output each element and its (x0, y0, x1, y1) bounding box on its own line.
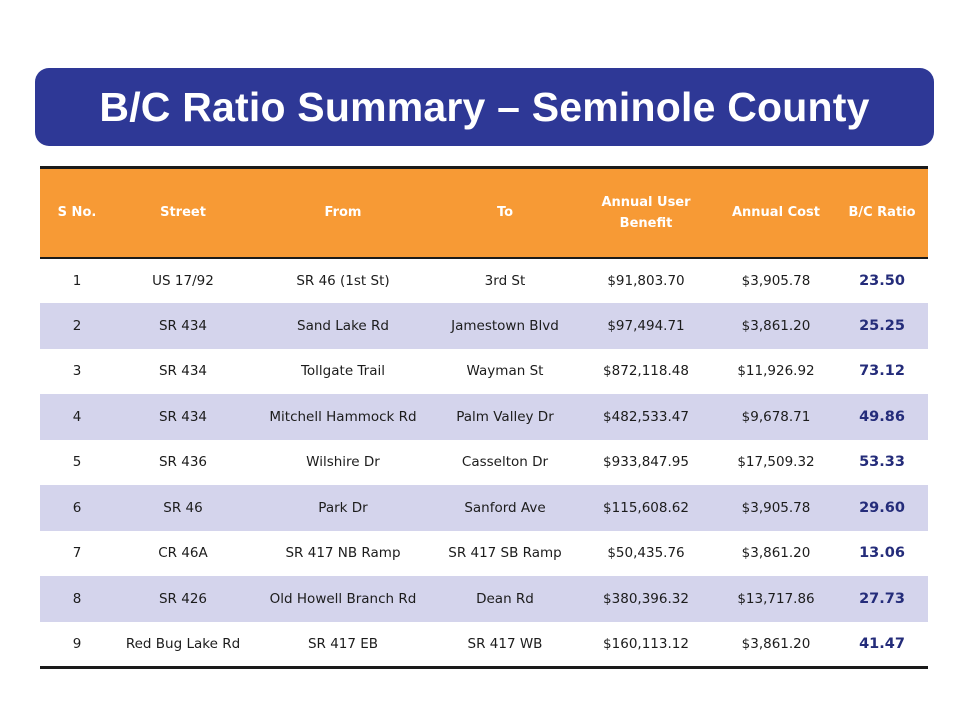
cell-to: SR 417 SB Ramp (448, 545, 562, 562)
header-annual-user-benefit: Annual User Benefit (601, 194, 691, 231)
table-row: 4 SR 434 Mitchell Hammock Rd Palm Valley… (40, 394, 928, 440)
cell-annual-cost: $17,509.32 (737, 454, 815, 471)
cell-to: Dean Rd (476, 590, 534, 607)
cell-s-no: 9 (72, 635, 82, 652)
table-row: 1 US 17/92 SR 46 (1st St) 3rd St $91,803… (40, 257, 928, 303)
cell-annual-cost: $3,905.78 (741, 272, 811, 289)
cell-street: Red Bug Lake Rd (125, 635, 241, 652)
table-header: S No. Street From To Annual User Benefit… (40, 167, 928, 258)
table-row: 3 SR 434 Tollgate Trail Wayman St $872,1… (40, 348, 928, 394)
cell-annual-user-benefit: $380,396.32 (603, 590, 689, 607)
table-row: 2 SR 434 Sand Lake Rd Jamestown Blvd $97… (40, 303, 928, 349)
cell-street: SR 46 (163, 499, 203, 516)
cell-to: SR 417 WB (467, 635, 543, 652)
cell-annual-user-benefit: $97,494.71 (607, 317, 685, 334)
cell-annual-user-benefit: $115,608.62 (603, 499, 689, 516)
cell-from: Wilshire Dr (306, 454, 380, 471)
cell-bc-ratio: 53.33 (859, 454, 905, 471)
cell-street: SR 434 (158, 317, 207, 334)
table-body: 1 US 17/92 SR 46 (1st St) 3rd St $91,803… (40, 257, 928, 667)
cell-from: SR 46 (1st St) (296, 272, 390, 289)
cell-annual-cost: $11,926.92 (737, 363, 815, 380)
header-bc-ratio: B/C Ratio (848, 205, 916, 221)
cell-to: Jamestown Blvd (451, 317, 559, 334)
cell-s-no: 1 (72, 272, 82, 289)
cell-to: Casselton Dr (461, 454, 549, 471)
cell-bc-ratio: 73.12 (859, 363, 905, 380)
title-banner: B/C Ratio Summary – Seminole County (35, 68, 934, 146)
cell-annual-user-benefit: $482,533.47 (603, 408, 689, 425)
cell-from: SR 417 NB Ramp (285, 545, 401, 562)
cell-street: US 17/92 (152, 272, 214, 289)
cell-from: SR 417 EB (307, 635, 379, 652)
cell-bc-ratio: 23.50 (859, 272, 905, 289)
cell-s-no: 4 (72, 408, 82, 425)
cell-street: SR 434 (158, 363, 207, 380)
cell-bc-ratio: 13.06 (859, 545, 905, 562)
cell-s-no: 8 (72, 590, 82, 607)
cell-s-no: 6 (72, 499, 82, 516)
cell-street: SR 426 (158, 590, 207, 607)
cell-to: Palm Valley Dr (456, 408, 554, 425)
table-row: 5 SR 436 Wilshire Dr Casselton Dr $933,8… (40, 439, 928, 485)
cell-annual-cost: $3,861.20 (741, 317, 811, 334)
table-row: 8 SR 426 Old Howell Branch Rd Dean Rd $3… (40, 576, 928, 622)
page-title: B/C Ratio Summary – Seminole County (99, 83, 870, 130)
cell-from: Park Dr (318, 499, 368, 516)
cell-from: Sand Lake Rd (297, 317, 389, 334)
bc-ratio-table: S No. Street From To Annual User Benefit… (40, 166, 928, 669)
cell-annual-user-benefit: $933,847.95 (603, 454, 689, 471)
cell-to: 3rd St (484, 272, 526, 289)
cell-annual-user-benefit: $872,118.48 (603, 363, 689, 380)
cell-bc-ratio: 41.47 (859, 635, 905, 652)
cell-street: SR 436 (158, 454, 207, 471)
cell-annual-cost: $3,861.20 (741, 545, 811, 562)
cell-from: Tollgate Trail (300, 363, 386, 380)
cell-street: CR 46A (158, 545, 208, 562)
header-to: To (496, 205, 514, 221)
cell-from: Old Howell Branch Rd (269, 590, 417, 607)
header-street: Street (160, 205, 206, 221)
header-s-no: S No. (57, 205, 97, 221)
table-row: 6 SR 46 Park Dr Sanford Ave $115,608.62 … (40, 485, 928, 531)
header-row: S No. Street From To Annual User Benefit… (40, 167, 928, 258)
header-annual-cost: Annual Cost (731, 205, 820, 221)
cell-s-no: 3 (72, 363, 82, 380)
table-row: 9 Red Bug Lake Rd SR 417 EB SR 417 WB $1… (40, 621, 928, 667)
cell-bc-ratio: 49.86 (859, 408, 905, 425)
cell-annual-user-benefit: $160,113.12 (603, 635, 689, 652)
table-row: 7 CR 46A SR 417 NB Ramp SR 417 SB Ramp $… (40, 530, 928, 576)
cell-s-no: 5 (72, 454, 82, 471)
cell-bc-ratio: 29.60 (859, 499, 905, 516)
bc-ratio-table-container: S No. Street From To Annual User Benefit… (40, 166, 928, 669)
cell-annual-user-benefit: $91,803.70 (607, 272, 685, 289)
cell-annual-cost: $13,717.86 (737, 590, 815, 607)
cell-from: Mitchell Hammock Rd (269, 408, 417, 425)
cell-to: Wayman St (466, 363, 544, 380)
cell-bc-ratio: 25.25 (859, 317, 905, 334)
cell-to: Sanford Ave (464, 499, 546, 516)
cell-street: SR 434 (158, 408, 207, 425)
cell-annual-user-benefit: $50,435.76 (607, 545, 685, 562)
cell-s-no: 2 (72, 317, 82, 334)
cell-annual-cost: $9,678.71 (741, 408, 811, 425)
cell-s-no: 7 (72, 545, 82, 562)
cell-bc-ratio: 27.73 (859, 590, 905, 607)
cell-annual-cost: $3,905.78 (741, 499, 811, 516)
cell-annual-cost: $3,861.20 (741, 635, 811, 652)
header-from: From (324, 205, 362, 221)
